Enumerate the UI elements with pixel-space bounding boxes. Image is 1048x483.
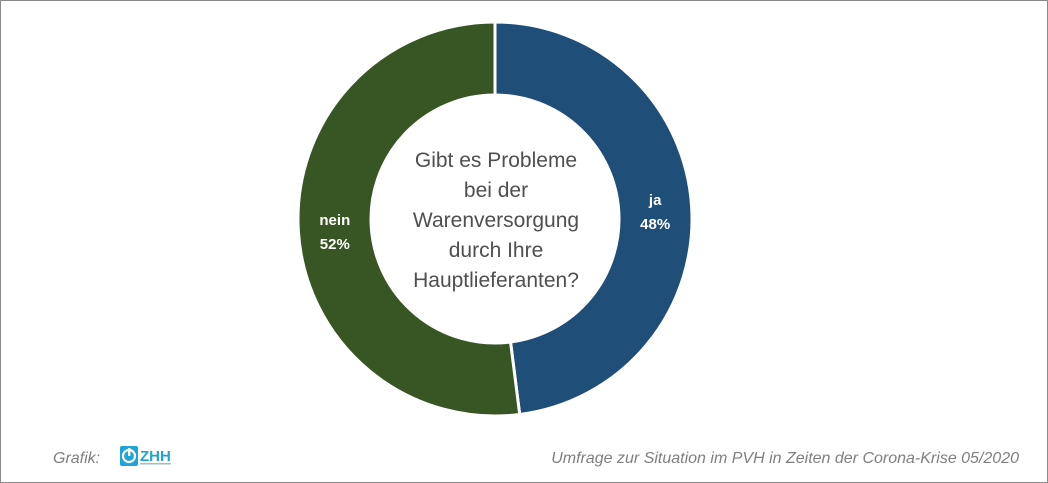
center-line: Warenversorgung	[412, 209, 580, 232]
slice-label-value: 52%	[320, 236, 350, 253]
logo-text: ZHH	[140, 448, 171, 465]
center-line: bei der	[463, 179, 529, 202]
center-line: durch Ihre	[448, 239, 544, 262]
center-line: Gibt es Probleme	[414, 149, 578, 172]
zhh-logo-icon: ZHH	[120, 446, 171, 466]
grafik-label: Grafik:	[53, 450, 101, 467]
slice-label-category: nein	[319, 212, 350, 229]
donut-slice-ja	[493, 20, 694, 417]
center-question: Gibt es Probleme bei der Warenversorgung…	[391, 146, 601, 296]
slice-label-value: 48%	[640, 216, 670, 233]
center-line: Hauptlieferanten?	[413, 269, 579, 292]
slice-label-category: ja	[648, 192, 662, 209]
donut-slice-nein	[296, 20, 522, 418]
source-note: Umfrage zur Situation im PVH in Zeiten d…	[551, 450, 1019, 467]
